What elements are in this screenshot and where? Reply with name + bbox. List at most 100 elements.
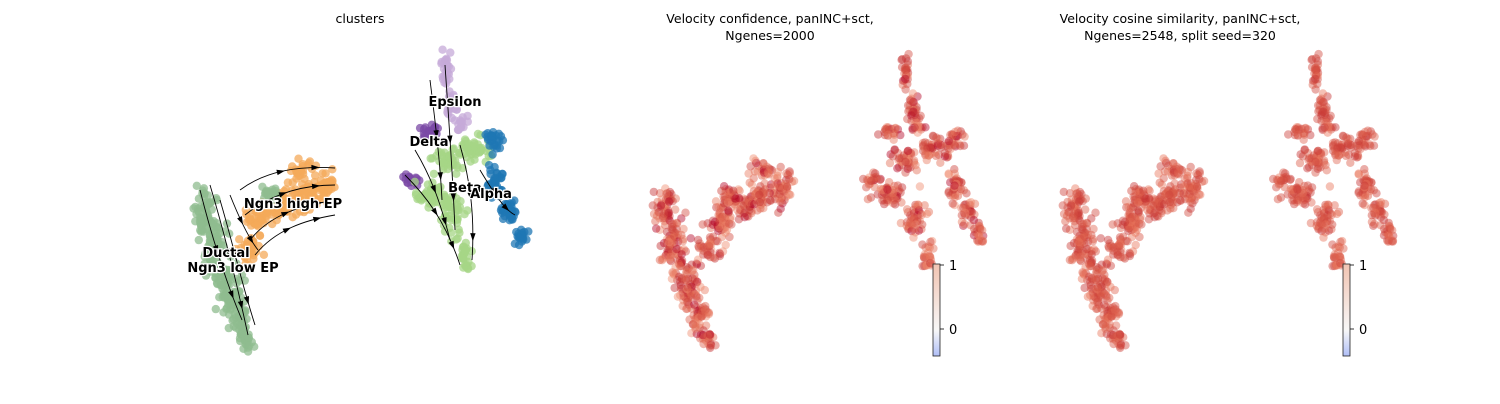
scatter-point [461, 238, 470, 248]
scatter-point [1307, 55, 1316, 64]
scatter-point [1323, 211, 1332, 220]
scatter-point [966, 198, 976, 207]
streamline-arrowhead [282, 227, 291, 234]
scatter-point [1116, 339, 1125, 348]
scatter-point [741, 197, 750, 206]
scatter-point [778, 184, 787, 194]
scatter-point [923, 139, 933, 148]
scatter-point [1315, 95, 1325, 105]
scatter-point [928, 140, 937, 149]
scatter-point [1169, 159, 1178, 168]
scatter-point [715, 208, 724, 217]
scatter-point [1091, 275, 1101, 284]
scatter-point [957, 203, 966, 213]
scatter-point [259, 250, 269, 259]
scatter-point [757, 189, 766, 198]
scatter-point [911, 200, 920, 210]
scatter-point [745, 198, 754, 207]
scatter-point [1188, 186, 1198, 195]
scatter-point [1366, 184, 1375, 194]
scatter-point [1087, 258, 1096, 267]
scatter-point [663, 250, 672, 259]
scatter-point [910, 110, 920, 120]
scatter-point [735, 195, 744, 204]
scatter-point [1313, 164, 1322, 173]
scatter-point [1073, 200, 1082, 209]
scatter-point [759, 189, 768, 198]
scatter-point [901, 54, 911, 63]
scatter-point [921, 243, 930, 252]
scatter-point [783, 170, 793, 180]
scatter-point [663, 237, 673, 246]
scatter-point [219, 241, 228, 251]
scatter-point [1132, 225, 1142, 234]
scatter-point [1360, 176, 1369, 186]
scatter-point [1105, 293, 1114, 302]
scatter-point [666, 252, 675, 262]
scatter-point [701, 305, 710, 314]
scatter-point [1102, 292, 1111, 301]
scatter-point [1164, 189, 1174, 199]
scatter-point [923, 248, 933, 258]
scatter-point [1130, 212, 1139, 221]
scatter-point [1317, 111, 1326, 120]
scatter-point [1360, 127, 1370, 137]
scatter-point [908, 98, 917, 107]
scatter-point [698, 330, 708, 340]
scatter-point [1074, 208, 1083, 217]
scatter-point [1186, 204, 1195, 213]
scatter-point [1331, 261, 1341, 270]
scatter-point [1103, 255, 1113, 264]
scatter-point [1071, 207, 1080, 216]
scatter-point [1097, 260, 1106, 269]
scatter-point [1087, 246, 1096, 256]
scatter-point [949, 176, 958, 185]
scatter-point [724, 187, 733, 196]
scatter-point [1308, 55, 1317, 64]
scatter-point [658, 213, 667, 223]
scatter-point [1114, 334, 1123, 343]
scatter-point [713, 221, 723, 231]
scatter-point [1293, 131, 1302, 140]
scatter-point [715, 249, 725, 259]
scatter-point [911, 160, 920, 170]
scatter-point [1365, 187, 1374, 196]
scatter-point [1370, 209, 1379, 218]
scatter-point [487, 131, 496, 141]
scatter-point [745, 202, 755, 211]
scatter-point [1300, 181, 1309, 191]
scatter-point [974, 221, 984, 231]
scatter-point [1380, 224, 1389, 234]
scatter-point [718, 221, 727, 230]
scatter-point [1362, 176, 1371, 185]
scatter-point [901, 66, 911, 75]
scatter-point [309, 192, 318, 202]
scatter-point [686, 288, 695, 297]
scatter-point [665, 255, 675, 264]
scatter-point [668, 197, 677, 206]
scatter-point [1368, 130, 1377, 139]
scatter-point [751, 190, 760, 199]
scatter-point [957, 211, 966, 220]
scatter-point [862, 183, 871, 192]
scatter-point [693, 312, 702, 321]
scatter-point [903, 114, 912, 124]
scatter-point [741, 205, 751, 214]
scatter-point [902, 218, 912, 227]
scatter-point [724, 207, 733, 217]
scatter-point [1074, 245, 1083, 255]
scatter-point [691, 279, 701, 288]
scatter-point [883, 185, 892, 194]
scatter-point [926, 143, 935, 152]
scatter-point [718, 203, 728, 212]
scatter-point [705, 332, 715, 342]
scatter-point [699, 250, 708, 259]
scatter-point [747, 206, 756, 216]
scatter-point [1148, 201, 1158, 210]
scatter-point [1294, 123, 1303, 132]
scatter-point [734, 194, 743, 204]
scatter-point [692, 277, 702, 286]
scatter-point [723, 198, 733, 207]
scatter-point [715, 222, 724, 232]
scatter-point [1192, 182, 1202, 192]
